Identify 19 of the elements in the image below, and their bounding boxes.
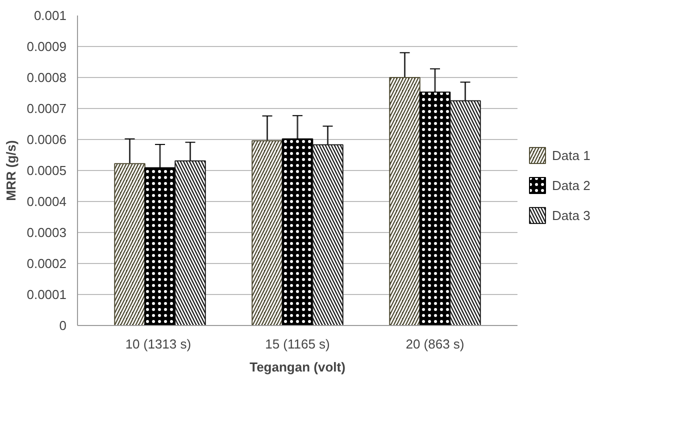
y-tick-label: 0.0009 <box>26 39 67 54</box>
y-tick-label: 0.0007 <box>26 101 67 116</box>
y-tick-label: 0.0008 <box>26 70 67 85</box>
y-tick-label: 0.0004 <box>26 194 67 209</box>
x-tick-label: 20 (863 s) <box>406 336 464 352</box>
legend-label: Data 3 <box>552 208 590 222</box>
y-tick-label: 0.0005 <box>26 163 67 178</box>
y-axis-title: MRR (g/s) <box>4 140 19 201</box>
x-axis-title: Tegangan (volt) <box>250 360 346 374</box>
y-tick-label: 0.0006 <box>26 132 67 147</box>
y-tick-label: 0 <box>59 318 67 333</box>
x-tick-label: 15 (1165 s) <box>265 336 330 352</box>
y-tick-label: 0.0002 <box>26 256 67 271</box>
y-tick-label: 0.0001 <box>26 287 67 302</box>
y-tick-label: 0.0003 <box>26 225 67 240</box>
x-tick-label: 10 (1313 s) <box>125 336 192 352</box>
y-tick-label: 0.001 <box>34 8 67 23</box>
legend-label: Data 2 <box>552 178 590 192</box>
legend-label: Data 1 <box>552 148 590 162</box>
